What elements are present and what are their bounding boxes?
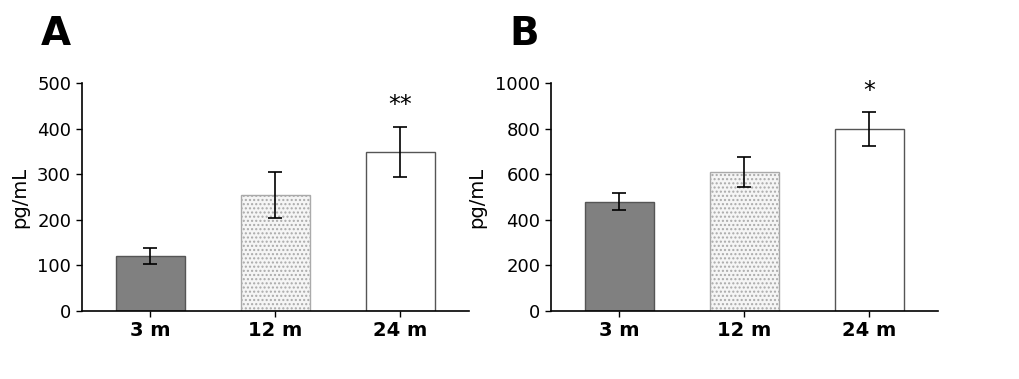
Bar <box>366 152 434 311</box>
Text: **: ** <box>388 94 412 117</box>
Text: *: * <box>863 79 874 103</box>
Text: B: B <box>510 15 539 53</box>
Bar <box>240 195 310 311</box>
Bar <box>709 172 779 311</box>
Bar <box>116 256 184 311</box>
Y-axis label: pg/mL: pg/mL <box>10 166 29 228</box>
Bar <box>585 202 653 311</box>
Text: A: A <box>41 15 71 53</box>
Bar <box>835 129 903 311</box>
Y-axis label: pg/mL: pg/mL <box>468 166 486 228</box>
